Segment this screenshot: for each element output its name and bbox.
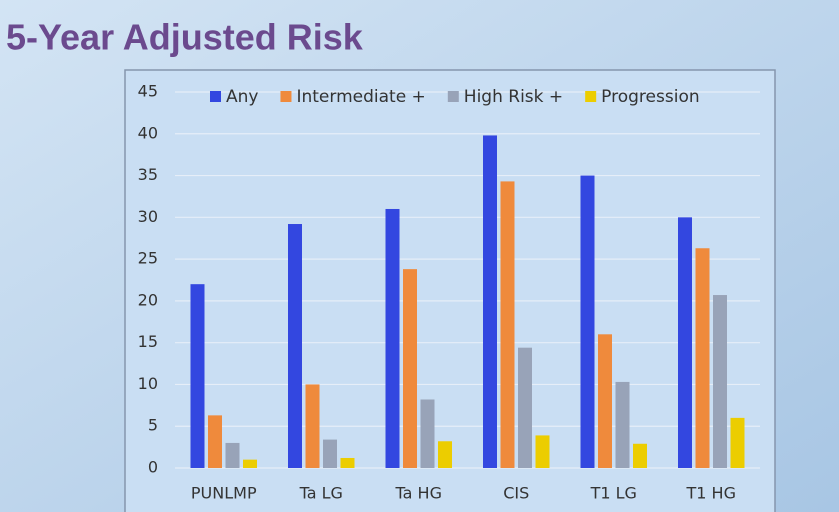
bar [615,381,630,468]
bar [305,384,320,468]
y-tick-label: 5 [148,416,158,435]
bar [598,334,612,468]
bar [208,415,222,468]
y-tick-label: 45 [138,82,158,101]
y-tick-label: 10 [138,374,158,393]
y-tick-label: 40 [138,123,158,142]
y-tick-label: 15 [138,332,158,351]
bar [340,457,355,468]
bar [580,175,595,469]
bar [190,284,205,468]
bar [385,208,400,468]
x-tick-label: T1 LG [590,484,637,503]
legend-label: Progression [601,87,699,107]
x-tick-label: PUNLMP [191,484,257,503]
bar [243,459,257,468]
y-tick-label: 25 [138,249,158,268]
bar [535,435,550,468]
bar [518,347,532,468]
y-tick-label: 0 [148,458,158,477]
bar [730,417,745,468]
bar [713,295,727,468]
legend-swatch [585,91,597,102]
y-tick-label: 20 [138,290,158,309]
x-tick-label: T1 HG [686,484,736,503]
x-tick-label: CIS [503,484,529,503]
bar [483,135,497,468]
y-tick-label: 30 [138,207,158,226]
bar [500,181,515,468]
chart-title: 5-Year Adjusted Risk [6,17,364,58]
bar [323,439,337,468]
bar [633,443,647,468]
y-tick-label: 35 [138,165,158,184]
bar [403,269,417,468]
x-tick-label: Ta HG [395,484,442,503]
bar [420,399,435,468]
legend-swatch [280,91,292,102]
x-tick-label: Ta LG [299,484,343,503]
legend-label: Any [226,87,258,107]
bar [695,248,710,468]
legend-label: High Risk + [464,87,563,107]
legend-swatch [210,91,221,102]
chart-frame [124,69,776,512]
legend-swatch [447,91,459,102]
legend-label: Intermediate + [296,87,425,107]
bar [678,217,692,468]
bar [225,442,240,468]
bar [438,441,452,468]
bar [288,224,302,468]
